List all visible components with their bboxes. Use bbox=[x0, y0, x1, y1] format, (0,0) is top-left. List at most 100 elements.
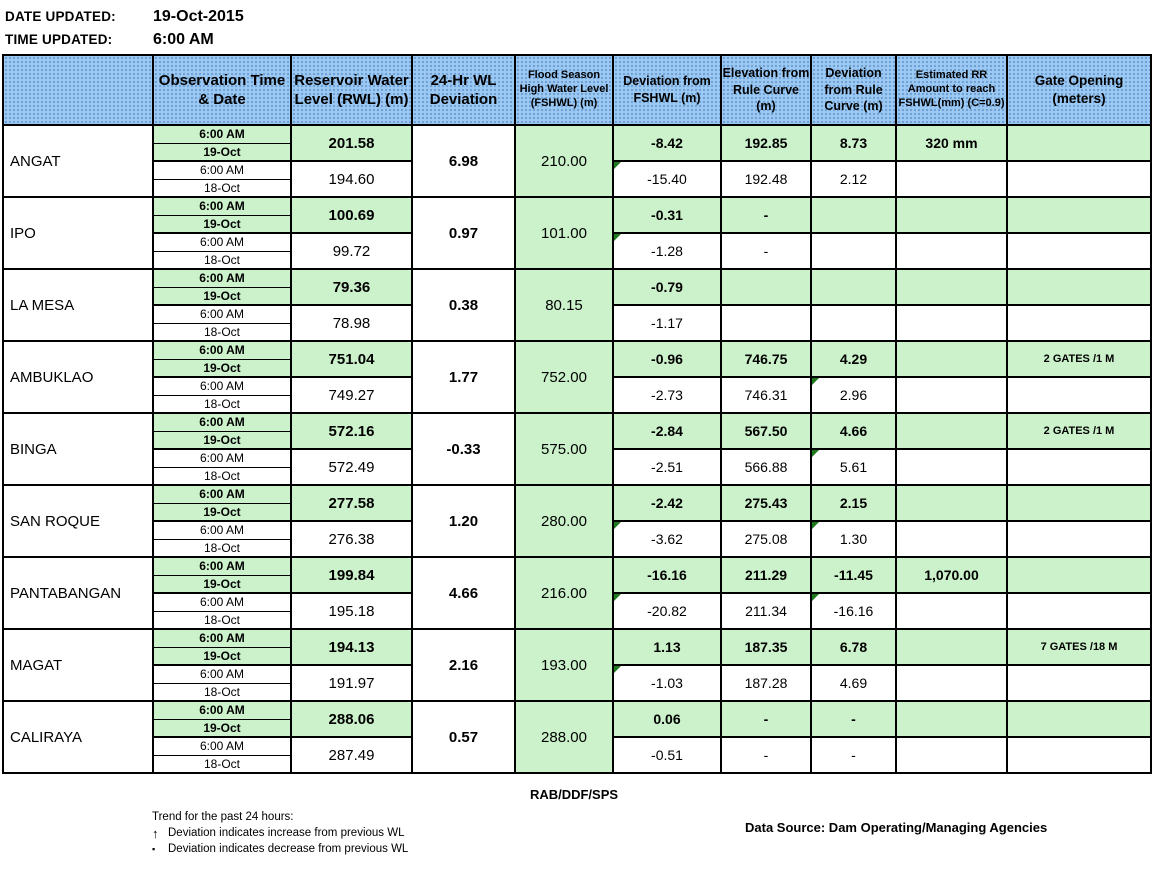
obs-time-previous: 6:00 AM bbox=[152, 736, 292, 756]
dam-name: MAGAT bbox=[2, 628, 154, 702]
footer: RAB/DDF/SPS Trend for the past 24 hours:… bbox=[0, 787, 1148, 879]
dam-name: CALIRAYA bbox=[2, 700, 154, 774]
deviation-fshwl-previous: -1.03 bbox=[612, 664, 722, 702]
rwl-current: 751.04 bbox=[290, 340, 413, 378]
fshwl-value: 575.00 bbox=[514, 412, 614, 486]
obs-time-previous: 6:00 AM bbox=[152, 232, 292, 252]
estimated-rr-current bbox=[895, 628, 1008, 666]
table-row: 18-Oct bbox=[3, 250, 1151, 270]
header-elevation-from-rule-curve: Elevation from Rule Curve (m) bbox=[720, 54, 812, 126]
date-updated-row: DATE UPDATED: 19-Oct-2015 bbox=[5, 5, 1152, 28]
estimated-rr-previous bbox=[895, 304, 1008, 342]
gate-opening-current: 2 GATES /1 M bbox=[1006, 412, 1152, 450]
deviation-rule-curve-previous bbox=[810, 232, 897, 270]
gate-opening-previous bbox=[1006, 664, 1152, 702]
obs-date-previous: 18-Oct bbox=[152, 754, 292, 774]
wl-deviation-24hr: 1.77 bbox=[411, 340, 516, 414]
table-row: 18-Oct bbox=[3, 466, 1151, 486]
table-row: AMBUKLAO 6:00 AM 751.04 1.77 752.00 -0.9… bbox=[2, 340, 1152, 414]
estimated-rr-previous bbox=[895, 736, 1008, 774]
table-row: IPO 6:00 AM 100.69 0.97 101.00 -0.31 - bbox=[2, 196, 1152, 270]
table-row: 19-Oct bbox=[3, 502, 1151, 522]
obs-date-previous: 18-Oct bbox=[152, 250, 292, 270]
obs-date-current: 19-Oct bbox=[152, 142, 292, 162]
table-header: Observation Time & Date Reservoir Water … bbox=[2, 54, 1152, 126]
fshwl-value: 101.00 bbox=[514, 196, 614, 270]
fshwl-value: 752.00 bbox=[514, 340, 614, 414]
table-row: SAN ROQUE 6:00 AM 277.58 1.20 280.00 -2.… bbox=[2, 484, 1152, 558]
wl-deviation-24hr: -0.33 bbox=[411, 412, 516, 486]
rwl-current: 79.36 bbox=[290, 268, 413, 306]
deviation-rule-curve-current: 4.29 bbox=[810, 340, 897, 378]
obs-time-current: 6:00 AM bbox=[152, 700, 292, 720]
table-row: MAGAT 6:00 AM 194.13 2.16 193.00 1.13 18… bbox=[2, 628, 1152, 702]
obs-date-current: 19-Oct bbox=[152, 574, 292, 594]
gate-opening-previous bbox=[1006, 304, 1152, 342]
fshwl-value: 288.00 bbox=[514, 700, 614, 774]
estimated-rr-current bbox=[895, 700, 1008, 738]
table-row: 19-Oct bbox=[3, 574, 1151, 594]
obs-time-current: 6:00 AM bbox=[152, 268, 292, 288]
estimated-rr-previous bbox=[895, 520, 1008, 558]
table-row: 18-Oct bbox=[3, 610, 1151, 630]
gate-opening-current bbox=[1006, 556, 1152, 594]
dam-name: SAN ROQUE bbox=[2, 484, 154, 558]
deviation-fshwl-current: -0.96 bbox=[612, 340, 722, 378]
fshwl-value: 80.15 bbox=[514, 268, 614, 342]
deviation-fshwl-previous: -20.82 bbox=[612, 592, 722, 630]
elevation-rule-curve-previous: 566.88 bbox=[720, 448, 812, 486]
rwl-current: 277.58 bbox=[290, 484, 413, 522]
obs-time-previous: 6:00 AM bbox=[152, 304, 292, 324]
table-row: CALIRAYA 6:00 AM 288.06 0.57 288.00 0.06… bbox=[2, 700, 1152, 774]
deviation-rule-curve-current bbox=[810, 196, 897, 234]
obs-time-previous: 6:00 AM bbox=[152, 448, 292, 468]
deviation-fshwl-current: -2.42 bbox=[612, 484, 722, 522]
deviation-rule-curve-current: 6.78 bbox=[810, 628, 897, 666]
table-row: 18-Oct bbox=[3, 178, 1151, 198]
elevation-rule-curve-previous: 275.08 bbox=[720, 520, 812, 558]
elevation-rule-curve-current: 746.75 bbox=[720, 340, 812, 378]
estimated-rr-current: 1,070.00 bbox=[895, 556, 1008, 594]
obs-time-previous: 6:00 AM bbox=[152, 160, 292, 180]
fshwl-value: 210.00 bbox=[514, 124, 614, 198]
rwl-current: 572.16 bbox=[290, 412, 413, 450]
rwl-previous: 572.49 bbox=[290, 448, 413, 486]
wl-deviation-24hr: 6.98 bbox=[411, 124, 516, 198]
estimated-rr-previous bbox=[895, 376, 1008, 414]
trend-increase-text: Deviation indicates increase from previo… bbox=[168, 827, 405, 839]
dam-name: PANTABANGAN bbox=[2, 556, 154, 630]
table-row: 18-Oct bbox=[3, 538, 1151, 558]
obs-time-current: 6:00 AM bbox=[152, 628, 292, 648]
table-row: 6:00 AM 195.18 -20.82 211.34 -16.16 bbox=[3, 592, 1152, 630]
deviation-fshwl-previous: -1.17 bbox=[612, 304, 722, 342]
trend-title: Trend for the past 24 hours: bbox=[152, 811, 294, 823]
elevation-rule-curve-previous: 746.31 bbox=[720, 376, 812, 414]
header-reservoir-water-level: Reservoir Water Level (RWL) (m) bbox=[290, 54, 413, 126]
header-deviation-from-rule-curve: Deviation from Rule Curve (m) bbox=[810, 54, 897, 126]
table-row: 19-Oct bbox=[3, 214, 1151, 234]
obs-date-current: 19-Oct bbox=[152, 358, 292, 378]
elevation-rule-curve-previous: 187.28 bbox=[720, 664, 812, 702]
dam-name: LA MESA bbox=[2, 268, 154, 342]
gate-opening-current bbox=[1006, 268, 1152, 306]
obs-date-previous: 18-Oct bbox=[152, 394, 292, 414]
time-updated-label: TIME UPDATED: bbox=[5, 32, 113, 47]
elevation-rule-curve-current bbox=[720, 268, 812, 306]
header-gate-opening: Gate Opening (meters) bbox=[1006, 54, 1152, 126]
obs-date-previous: 18-Oct bbox=[152, 178, 292, 198]
header-observation-time-date: Observation Time & Date bbox=[152, 54, 292, 126]
decrease-square-icon: ▪ bbox=[152, 844, 156, 854]
time-updated-row: TIME UPDATED: 6:00 AM bbox=[5, 28, 1152, 51]
rwl-current: 194.13 bbox=[290, 628, 413, 666]
table-row: 6:00 AM 749.27 -2.73 746.31 2.96 bbox=[3, 376, 1152, 414]
header-estimated-rr-amount: Estimated RR Amount to reach FSHWL(mm) (… bbox=[895, 54, 1008, 126]
estimated-rr-current bbox=[895, 484, 1008, 522]
rwl-previous: 195.18 bbox=[290, 592, 413, 630]
deviation-rule-curve-previous: 5.61 bbox=[810, 448, 897, 486]
wl-deviation-24hr: 4.66 bbox=[411, 556, 516, 630]
wl-deviation-24hr: 1.20 bbox=[411, 484, 516, 558]
obs-date-current: 19-Oct bbox=[152, 502, 292, 522]
obs-date-current: 19-Oct bbox=[152, 286, 292, 306]
obs-time-current: 6:00 AM bbox=[152, 340, 292, 360]
date-updated-value: 19-Oct-2015 bbox=[153, 7, 244, 25]
